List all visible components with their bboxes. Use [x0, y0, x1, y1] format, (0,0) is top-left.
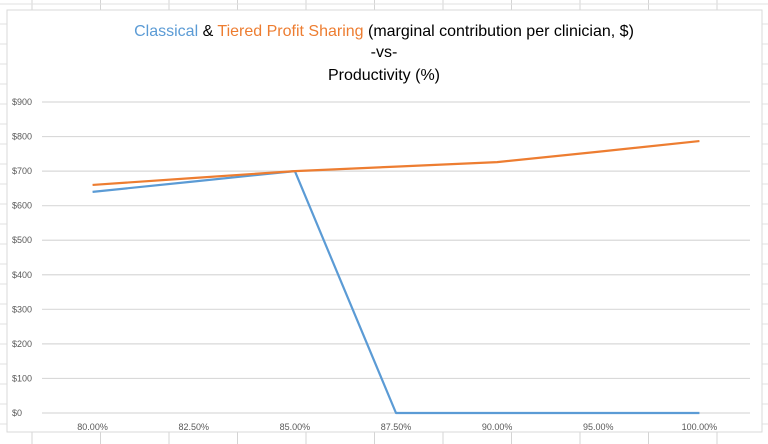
- x-tick-label: 100.00%: [682, 422, 718, 432]
- y-tick-label: $0: [12, 408, 22, 418]
- x-axis-labels: 80.00% 82.50% 85.00% 87.50% 90.00% 95.00% 100.…: [77, 422, 717, 432]
- y-tick-label: $600: [12, 201, 32, 211]
- chart-area[interactable]: [6, 9, 763, 433]
- title-tiered: Tiered Profit Sharing: [217, 23, 363, 40]
- y-tick-label: $900: [12, 97, 32, 107]
- title-rest: (marginal contribution per clinician, $): [364, 23, 634, 40]
- x-tick-label: 87.50%: [381, 422, 412, 432]
- y-tick-label: $300: [12, 304, 32, 314]
- x-tick-label: 85.00%: [280, 422, 311, 432]
- chart-title-vs: -vs-: [371, 44, 398, 61]
- title-classical: Classical: [134, 23, 198, 40]
- x-tick-label: 95.00%: [583, 422, 614, 432]
- plot-series: [92, 139, 700, 415]
- title-amp: &: [198, 23, 217, 40]
- x-tick-label: 82.50%: [178, 422, 209, 432]
- y-tick-label: $200: [12, 339, 32, 349]
- x-tick-label: 80.00%: [77, 422, 108, 432]
- y-tick-label: $100: [12, 373, 32, 383]
- x-tick-label: 90.00%: [482, 422, 513, 432]
- chart-title: Classical & Tiered Profit Sharing (margi…: [134, 23, 634, 40]
- y-tick-label: $800: [12, 132, 32, 142]
- chart-title-productivity: Productivity (%): [328, 67, 440, 84]
- y-tick-label: $700: [12, 166, 32, 176]
- y-tick-label: $400: [12, 270, 32, 280]
- y-axis-labels: $0 $100 $200 $300 $400 $500 $600 $700 $800 $900: [12, 97, 32, 418]
- y-tick-label: $500: [12, 235, 32, 245]
